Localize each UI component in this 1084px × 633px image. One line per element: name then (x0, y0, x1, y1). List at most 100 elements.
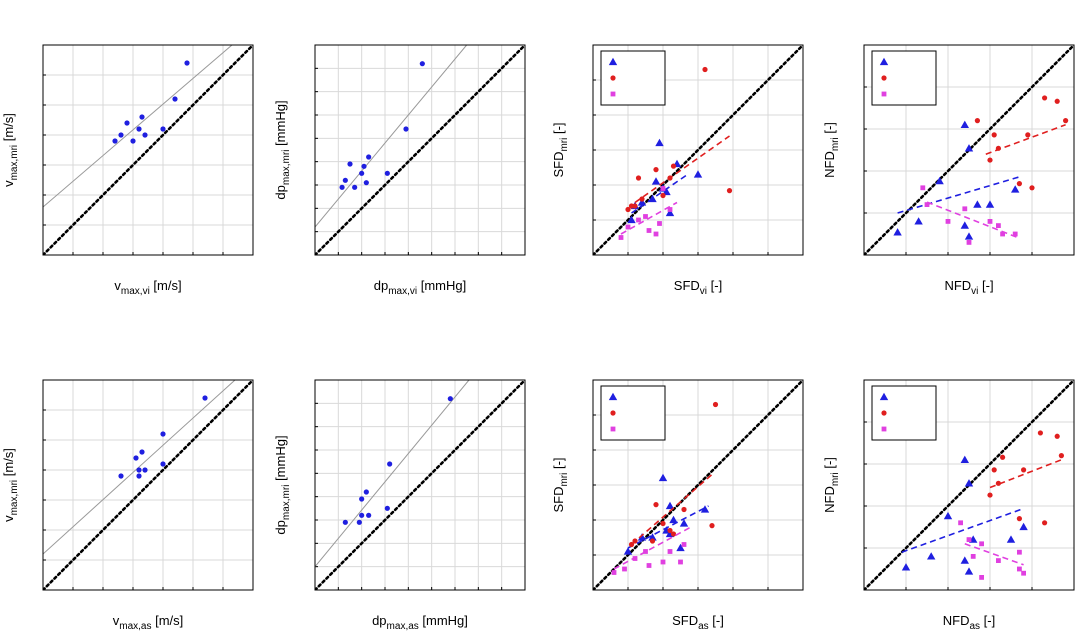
pba-data-point (924, 202, 930, 207)
maa-data-point (649, 538, 656, 544)
pba-data-point (1012, 231, 1018, 237)
maa-data-point (1000, 454, 1006, 460)
x-axis-label-subscript: as (698, 621, 709, 632)
axes-frame (863, 379, 1075, 591)
points-data-point (136, 126, 142, 132)
x-axis-label-unit: [-] (978, 278, 993, 293)
stj-data-point (679, 519, 689, 527)
maa-data-point (995, 480, 1002, 486)
y-axis-label-base: v (1, 180, 16, 187)
legend-marker-maa (610, 410, 616, 416)
x-axis-label-base: NFD (943, 613, 970, 628)
y-axis-label-subscript: max,mri (281, 150, 292, 186)
identity-line (593, 45, 803, 255)
x-axis-label: SFDas [-] (672, 613, 724, 632)
x-axis-label-unit: [-] (707, 278, 722, 293)
plot-area (593, 380, 803, 590)
maa-data-point (702, 66, 708, 73)
y-axis-label-unit: [mmHg] (273, 100, 288, 149)
maa-data-point (1029, 185, 1035, 191)
stj-data-point (676, 543, 685, 552)
stj-data-point (648, 194, 657, 203)
axes-frame (42, 379, 254, 591)
panel-a: vmax,vi [m/s]vmax,mri [m/s] (1, 44, 254, 297)
axes-frame (592, 44, 804, 256)
maa-trend-line (630, 473, 713, 546)
stj-data-point (960, 221, 969, 229)
stj-data-point (960, 455, 969, 463)
maa-data-point (1021, 467, 1027, 473)
maa-data-point (660, 520, 666, 527)
stj-data-point (964, 567, 974, 575)
pba-data-point (667, 207, 673, 212)
points-data-point (359, 496, 365, 502)
axes-frame (592, 379, 804, 591)
y-axis-label-base: dp (273, 520, 288, 534)
x-axis-label: SFDvi [-] (674, 278, 722, 297)
y-axis-label-base: v (1, 515, 16, 522)
y-axis-label-subscript: mri (830, 137, 841, 151)
y-axis-label: SFDmri [-] (551, 122, 570, 177)
pba-data-point (660, 186, 666, 191)
panel-d: NFDvi [-]NFDmri [-] (822, 44, 1075, 297)
stj-trend-line (901, 507, 1024, 553)
maa-data-point (667, 527, 673, 534)
maa-data-point (1037, 430, 1043, 436)
panel-f: dpmax,as [mmHg]dpmax,mri [mmHg] (273, 379, 526, 632)
x-axis-label-base: SFD (674, 278, 700, 293)
pba-data-point (996, 558, 1001, 563)
stj-data-point (901, 563, 911, 571)
x-axis-label-unit: [mmHg] (419, 613, 468, 628)
maa-data-point (635, 175, 642, 181)
points-data-point (342, 519, 348, 525)
y-axis-label: vmax,mri [m/s] (1, 448, 20, 522)
stj-data-point (637, 198, 647, 206)
plot-area (43, 380, 253, 590)
pba-data-point (622, 566, 627, 572)
points-data-point (160, 431, 166, 437)
stj-data-point (658, 473, 668, 482)
x-axis-label-base: NFD (944, 278, 971, 293)
points-data-point (363, 180, 369, 186)
maa-data-point (1042, 95, 1048, 101)
stj-data-point (1006, 535, 1016, 543)
y-axis-label-subscript: mri (830, 472, 841, 486)
points-data-point (347, 161, 353, 167)
points-data-point (352, 184, 358, 190)
x-axis-label-subscript: max,as (387, 621, 419, 632)
points-data-point (403, 126, 409, 132)
stj-data-point (627, 215, 636, 224)
x-axis-label: NFDvi [-] (944, 278, 993, 297)
maa-data-point (1058, 453, 1064, 459)
pba-data-point (979, 575, 984, 580)
y-axis-label-unit: [-] (822, 122, 837, 137)
stj-trend-line (631, 173, 688, 214)
maa-data-point (1042, 520, 1048, 526)
legend-marker-maa (881, 75, 887, 81)
points-data-point (384, 505, 390, 511)
legend-marker-maa (610, 75, 616, 81)
maa-data-point (726, 188, 733, 194)
points-data-point (363, 489, 369, 495)
x-axis-label-base: dp (374, 278, 388, 293)
legend-marker-stj (879, 57, 889, 66)
pba-data-point (678, 559, 683, 565)
stj-data-point (648, 533, 657, 541)
points-data-point (387, 461, 393, 467)
x-axis-label-subscript: max,vi (388, 286, 417, 297)
axes-frame (314, 379, 526, 591)
identity-line (593, 380, 803, 590)
y-axis-label-subscript: mri (559, 138, 570, 152)
x-axis-label-base: dp (372, 613, 386, 628)
stj-data-point (651, 177, 661, 185)
y-axis-label: NFDmri [-] (822, 122, 841, 178)
maa-data-point (1054, 98, 1060, 104)
legend-marker-pba (610, 91, 616, 97)
plot-area (864, 380, 1074, 590)
stj-data-point (665, 501, 675, 510)
pba-data-point (1000, 231, 1005, 237)
y-axis-label: dpmax,mri [mmHg] (273, 100, 292, 199)
points-data-point (202, 395, 208, 401)
maa-data-point (974, 118, 981, 124)
legend-marker-stj (608, 392, 618, 401)
